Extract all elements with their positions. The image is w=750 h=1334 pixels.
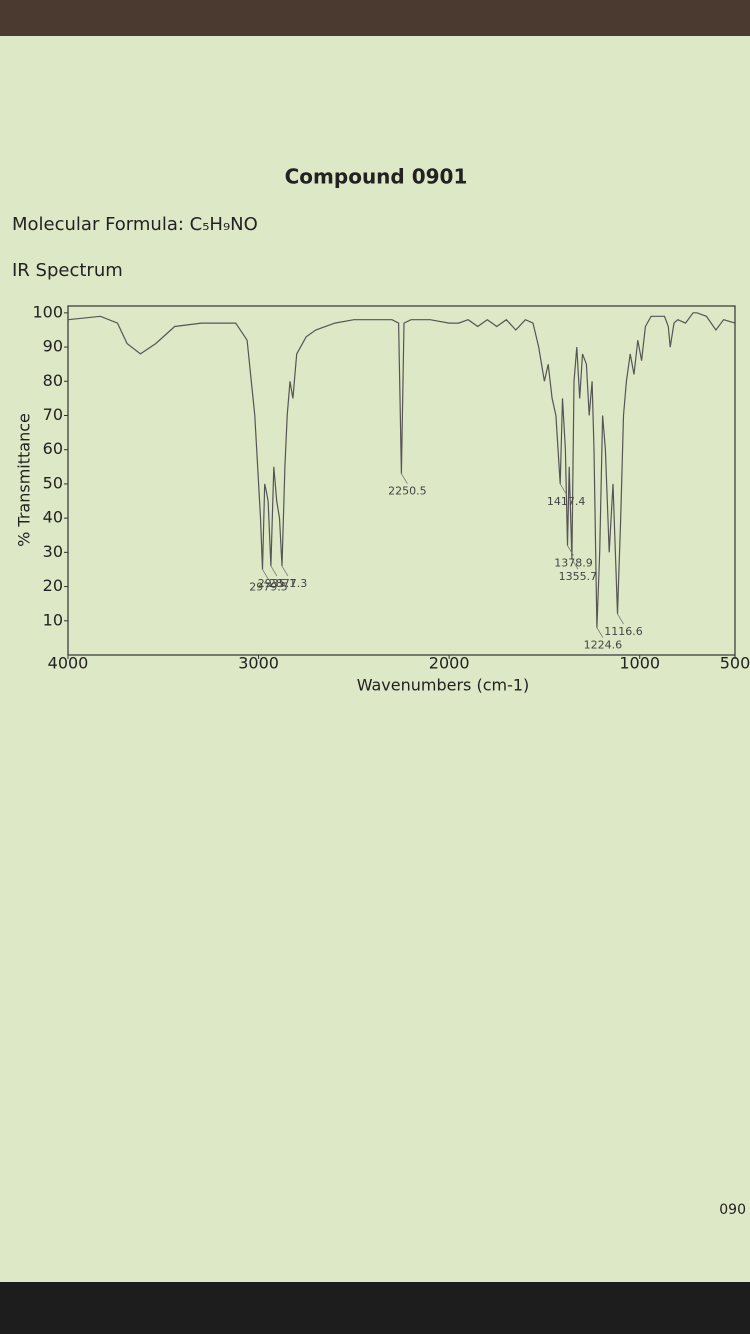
- x-tick-label: 1000: [619, 654, 660, 673]
- peak-label: 1417.4: [547, 495, 586, 508]
- formula: Molecular Formula: C₅H₉NO: [12, 214, 258, 235]
- plot-frame: [67, 305, 736, 656]
- section-heading: IR Spectrum: [12, 260, 123, 281]
- y-tick-label: 70: [43, 405, 63, 424]
- peak-label: 1378.9: [554, 557, 593, 570]
- peak-label: 1224.6: [584, 639, 623, 652]
- y-tick-label: 20: [43, 576, 63, 595]
- title: Compound 0901: [285, 165, 468, 189]
- page-number: 090: [719, 1202, 746, 1218]
- peak-leader: [571, 558, 579, 570]
- peak-leader: [262, 569, 269, 580]
- y-axis-title: % Transmittance: [15, 413, 34, 547]
- peak-leader: [270, 565, 278, 577]
- x-tick-label: 4000: [48, 654, 89, 673]
- peak-leader: [281, 565, 289, 577]
- y-tick-label: 10: [43, 610, 63, 629]
- y-tick-label: 90: [43, 337, 63, 356]
- peak-label: 1116.6: [604, 625, 643, 638]
- y-tick-label: 80: [43, 371, 63, 390]
- peak-label: 2979.5: [249, 580, 288, 593]
- y-tick-label: 100: [32, 302, 63, 321]
- table-edge: [0, 1282, 750, 1334]
- spectrum-line: [67, 312, 736, 628]
- peak-label: 1355.7: [559, 570, 598, 583]
- peak-leader: [596, 627, 604, 638]
- x-tick-label: 500: [720, 654, 750, 673]
- peak-label: 2877.3: [269, 577, 308, 590]
- y-tick-label: 50: [43, 473, 63, 492]
- y-tick-label: 40: [43, 508, 63, 527]
- peak-leader: [567, 545, 574, 556]
- x-tick-label: 2000: [429, 654, 470, 673]
- peak-leader: [559, 483, 567, 495]
- table-edge: [0, 0, 750, 36]
- peak-label: 2935.1: [258, 577, 297, 590]
- y-tick-label: 60: [43, 439, 63, 458]
- peak-leader: [617, 613, 624, 625]
- peak-leader: [401, 473, 408, 484]
- y-tick-label: 30: [43, 542, 63, 561]
- peak-label: 2250.5: [388, 485, 427, 498]
- x-axis-title: Wavenumbers (cm-1): [357, 676, 530, 695]
- ir-chart: Wavenumbers (cm-1) % Transmittance 10 20 3…: [15, 302, 750, 694]
- x-tick-label: 3000: [238, 654, 279, 673]
